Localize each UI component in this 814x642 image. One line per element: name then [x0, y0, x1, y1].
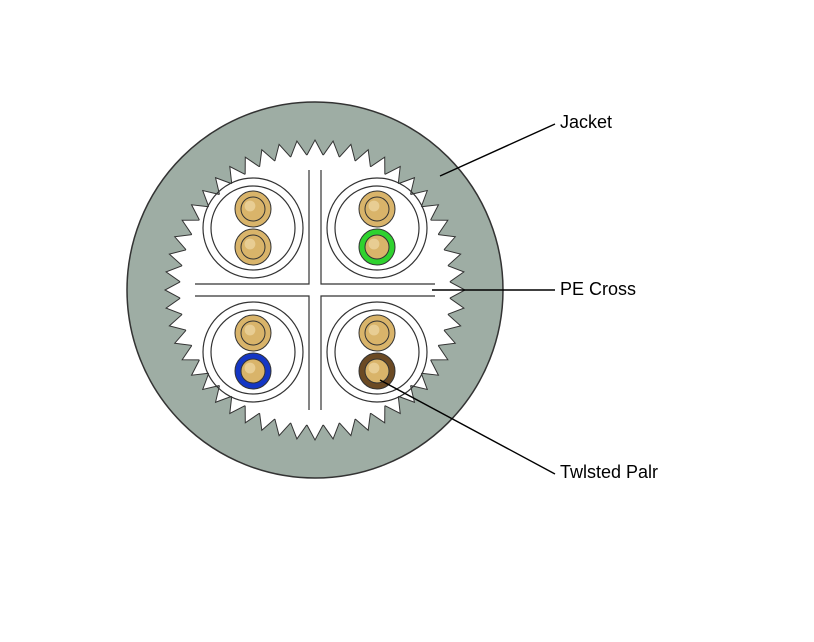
conductor-highlight [245, 201, 256, 212]
conductor-highlight [369, 325, 380, 336]
conductor-highlight [245, 325, 256, 336]
conductor-highlight [245, 363, 256, 374]
cable-cross-section-diagram: Jacket PE Cross Twlsted Palr [0, 0, 814, 642]
callout-line [440, 124, 555, 176]
conductor-highlight [369, 201, 380, 212]
conductor-highlight [245, 239, 256, 250]
conductor-highlight [369, 239, 380, 250]
callout-label-pe-cross: PE Cross [560, 279, 636, 299]
callout-label-jacket: Jacket [560, 112, 612, 132]
conductor-highlight [369, 363, 380, 374]
callout-jacket: Jacket [440, 112, 612, 176]
callout-label-twisted-pair: Twlsted Palr [560, 462, 658, 482]
